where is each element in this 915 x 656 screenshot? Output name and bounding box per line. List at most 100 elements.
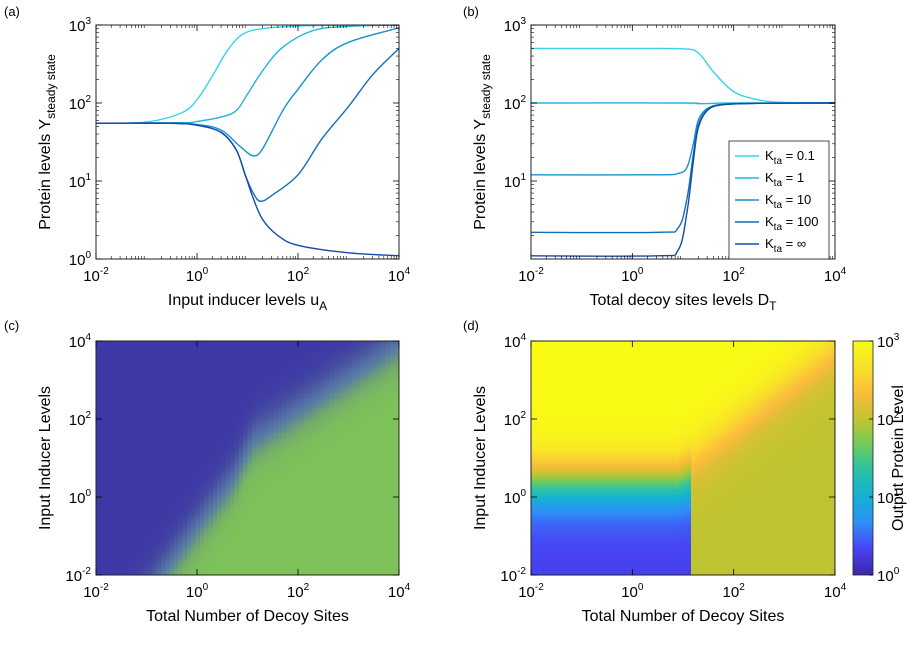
heatmap-cell	[113, 347, 119, 352]
heatmap-cell	[368, 478, 374, 482]
heatmap-cell	[143, 344, 149, 349]
heatmap-cell	[377, 387, 383, 392]
heatmap-cell	[377, 377, 383, 382]
heatmap-cell	[238, 424, 244, 429]
heatmap-cell	[347, 407, 352, 412]
heatmap-cell	[251, 474, 257, 479]
heatmap-cell	[96, 414, 101, 419]
heatmap-cell	[360, 367, 365, 372]
heatmap-cell	[342, 511, 348, 516]
heatmap-cell	[182, 544, 188, 549]
heatmap-cell	[160, 384, 166, 389]
heatmap-cell	[173, 558, 179, 563]
heatmap-cell	[104, 447, 110, 452]
heatmap-cell	[377, 407, 383, 412]
heatmap-cell	[329, 548, 335, 553]
heatmap-cell	[217, 397, 223, 402]
heatmap-cell	[113, 491, 119, 496]
heatmap-cell	[277, 468, 283, 472]
heatmap-cell	[325, 524, 331, 529]
heatmap-cell	[178, 514, 184, 519]
heatmap-cell	[277, 394, 283, 399]
heatmap-cell	[373, 437, 378, 442]
heatmap-cell	[100, 411, 106, 416]
heatmap-cell	[104, 538, 110, 543]
heatmap-cell	[368, 417, 374, 422]
heatmap-cell	[325, 424, 331, 429]
heatmap-cell	[295, 401, 301, 406]
heatmap-cell	[208, 404, 214, 409]
heatmap-cell	[182, 518, 188, 523]
heatmap-cell	[186, 427, 192, 432]
heatmap-cell	[273, 347, 279, 352]
heatmap-cell	[152, 478, 158, 482]
heatmap-cell	[308, 384, 314, 389]
heatmap-cell	[316, 518, 322, 523]
heatmap-cell	[308, 518, 314, 523]
heatmap-cell	[199, 541, 205, 546]
heatmap-cell	[195, 521, 201, 526]
heatmap-cell	[130, 454, 136, 459]
heatmap-cell	[186, 571, 192, 576]
heatmap-cell	[212, 564, 218, 569]
heatmap-cell	[329, 427, 335, 432]
heatmap-cell	[147, 431, 153, 436]
heatmap-cell	[364, 387, 370, 392]
heatmap-cell	[286, 551, 292, 556]
heatmap-cell	[355, 407, 361, 412]
heatmap-cell	[217, 371, 223, 376]
heatmap-cell	[134, 464, 140, 469]
heatmap-cell	[152, 434, 158, 439]
heatmap-cell	[264, 464, 270, 469]
heatmap-cell	[338, 501, 344, 506]
heatmap-cell	[182, 514, 188, 519]
heatmap-cell	[182, 397, 188, 402]
heatmap-cell	[381, 558, 387, 563]
heatmap-cell	[234, 374, 240, 379]
heatmap-cell	[308, 354, 314, 359]
heatmap-cell	[100, 568, 106, 573]
heatmap-cell	[208, 447, 214, 452]
heatmap-cell	[195, 364, 201, 369]
heatmap-cell	[152, 468, 158, 472]
heatmap-cell	[282, 377, 288, 382]
heatmap-cell	[152, 484, 158, 489]
heatmap-cell	[290, 454, 296, 459]
heatmap-cell	[290, 461, 296, 466]
heatmap-cell	[531, 384, 536, 388]
heatmap-cell	[212, 524, 218, 529]
heatmap-cell	[303, 511, 309, 516]
heatmap-cell	[347, 341, 352, 345]
heatmap-cell	[381, 518, 387, 523]
heatmap-cell	[160, 474, 166, 479]
heatmap-cell	[316, 524, 322, 529]
heatmap-cell	[299, 394, 305, 399]
heatmap-cell	[355, 528, 361, 533]
heatmap-cell	[199, 437, 205, 442]
heatmap-cell	[368, 538, 374, 543]
heatmap-cell	[113, 464, 119, 469]
heatmap-cell	[260, 468, 266, 472]
heatmap-cell	[134, 427, 140, 432]
heatmap-cell	[108, 351, 114, 355]
heatmap-cell	[234, 488, 240, 493]
heatmap-cell	[108, 444, 114, 449]
heatmap-cell	[104, 544, 110, 549]
heatmap-cell	[342, 351, 348, 355]
heatmap-cell	[221, 397, 227, 402]
heatmap-cell	[169, 518, 175, 523]
heatmap-cell	[147, 528, 153, 533]
heatmap-cell	[303, 501, 309, 506]
heatmap-cell	[368, 351, 374, 355]
heatmap-cell	[108, 538, 114, 543]
heatmap-cell	[351, 391, 357, 396]
heatmap-cell	[390, 384, 396, 389]
heatmap-cell	[243, 478, 249, 482]
heatmap-cell	[212, 534, 218, 539]
heatmap-cell	[381, 468, 387, 472]
heatmap-cell	[169, 364, 175, 369]
heatmap-cell	[186, 531, 192, 536]
heatmap-cell	[342, 544, 348, 549]
heatmap-cell	[390, 491, 396, 496]
heatmap-cell	[104, 458, 110, 462]
